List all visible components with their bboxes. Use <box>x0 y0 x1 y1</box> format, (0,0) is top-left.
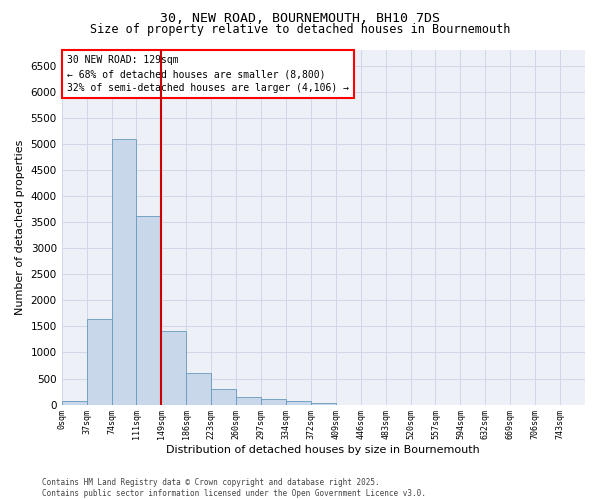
Bar <box>211 388 236 404</box>
Y-axis label: Number of detached properties: Number of detached properties <box>15 140 25 315</box>
Bar <box>112 138 136 404</box>
Bar <box>311 403 336 404</box>
Bar <box>62 402 86 404</box>
Bar <box>161 330 186 404</box>
Bar <box>186 373 211 404</box>
Bar <box>86 318 112 404</box>
Bar <box>136 216 161 404</box>
Text: 30 NEW ROAD: 129sqm
← 68% of detached houses are smaller (8,800)
32% of semi-det: 30 NEW ROAD: 129sqm ← 68% of detached ho… <box>67 56 349 94</box>
Bar <box>261 399 286 404</box>
Text: Contains HM Land Registry data © Crown copyright and database right 2025.
Contai: Contains HM Land Registry data © Crown c… <box>42 478 426 498</box>
Bar <box>236 396 261 404</box>
Bar <box>286 402 311 404</box>
Text: 30, NEW ROAD, BOURNEMOUTH, BH10 7DS: 30, NEW ROAD, BOURNEMOUTH, BH10 7DS <box>160 12 440 26</box>
Text: Size of property relative to detached houses in Bournemouth: Size of property relative to detached ho… <box>90 22 510 36</box>
X-axis label: Distribution of detached houses by size in Bournemouth: Distribution of detached houses by size … <box>166 445 480 455</box>
